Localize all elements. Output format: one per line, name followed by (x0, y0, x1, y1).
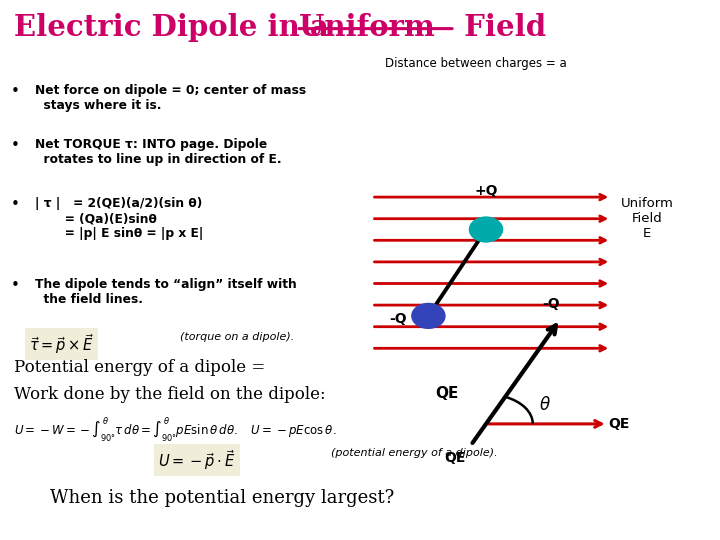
Text: •: • (11, 138, 19, 153)
Circle shape (412, 303, 445, 328)
Text: •: • (11, 278, 19, 293)
Text: The dipole tends to “align” itself with
  the field lines.: The dipole tends to “align” itself with … (35, 278, 297, 306)
Text: Field: Field (454, 14, 546, 43)
Text: -Q: -Q (543, 296, 560, 310)
Text: Electric Dipole in a: Electric Dipole in a (14, 14, 339, 43)
Text: QE: QE (436, 386, 459, 401)
Text: When is the potential energy largest?: When is the potential energy largest? (50, 489, 395, 507)
Text: Net force on dipole = 0; center of mass
  stays where it is.: Net force on dipole = 0; center of mass … (35, 84, 306, 112)
Text: •: • (11, 197, 19, 212)
Text: Potential energy of a dipole =: Potential energy of a dipole = (14, 359, 266, 376)
Text: (potential energy of a dipole).: (potential energy of a dipole). (331, 448, 498, 458)
Text: Net TORQUE τ: INTO page. Dipole
  rotates to line up in direction of E.: Net TORQUE τ: INTO page. Dipole rotates … (35, 138, 282, 166)
Text: -Q: -Q (390, 312, 407, 326)
Text: QE: QE (608, 417, 630, 431)
Text: •: • (11, 84, 19, 99)
Text: QE: QE (444, 451, 465, 465)
Text: $U = -W = -\int_{90°}^{\theta} \tau\, d\theta =\int_{90°}^{\theta} pE\sin\theta\: $U = -W = -\int_{90°}^{\theta} \tau\, d\… (14, 416, 337, 444)
Text: (torque on a dipole).: (torque on a dipole). (180, 332, 294, 342)
Text: Work done by the field on the dipole:: Work done by the field on the dipole: (14, 386, 326, 403)
Circle shape (469, 217, 503, 242)
Text: Uniform: Uniform (299, 14, 435, 43)
Text: | τ |   = 2(QE)(a/2)(sin θ)
       = (Qa)(E)sinθ
       = |p| E sinθ = |p x E|: | τ | = 2(QE)(a/2)(sin θ) = (Qa)(E)sinθ … (35, 197, 203, 240)
Text: $U = -\vec{p}\cdot\vec{E}$: $U = -\vec{p}\cdot\vec{E}$ (158, 448, 236, 472)
Text: Uniform
Field
E: Uniform Field E (621, 197, 673, 240)
Text: $\vec{\tau} = \vec{p} \times \vec{E}$: $\vec{\tau} = \vec{p} \times \vec{E}$ (29, 332, 94, 356)
Text: Distance between charges = a: Distance between charges = a (385, 57, 567, 70)
Text: θ: θ (540, 396, 550, 414)
Text: +Q: +Q (474, 184, 498, 198)
